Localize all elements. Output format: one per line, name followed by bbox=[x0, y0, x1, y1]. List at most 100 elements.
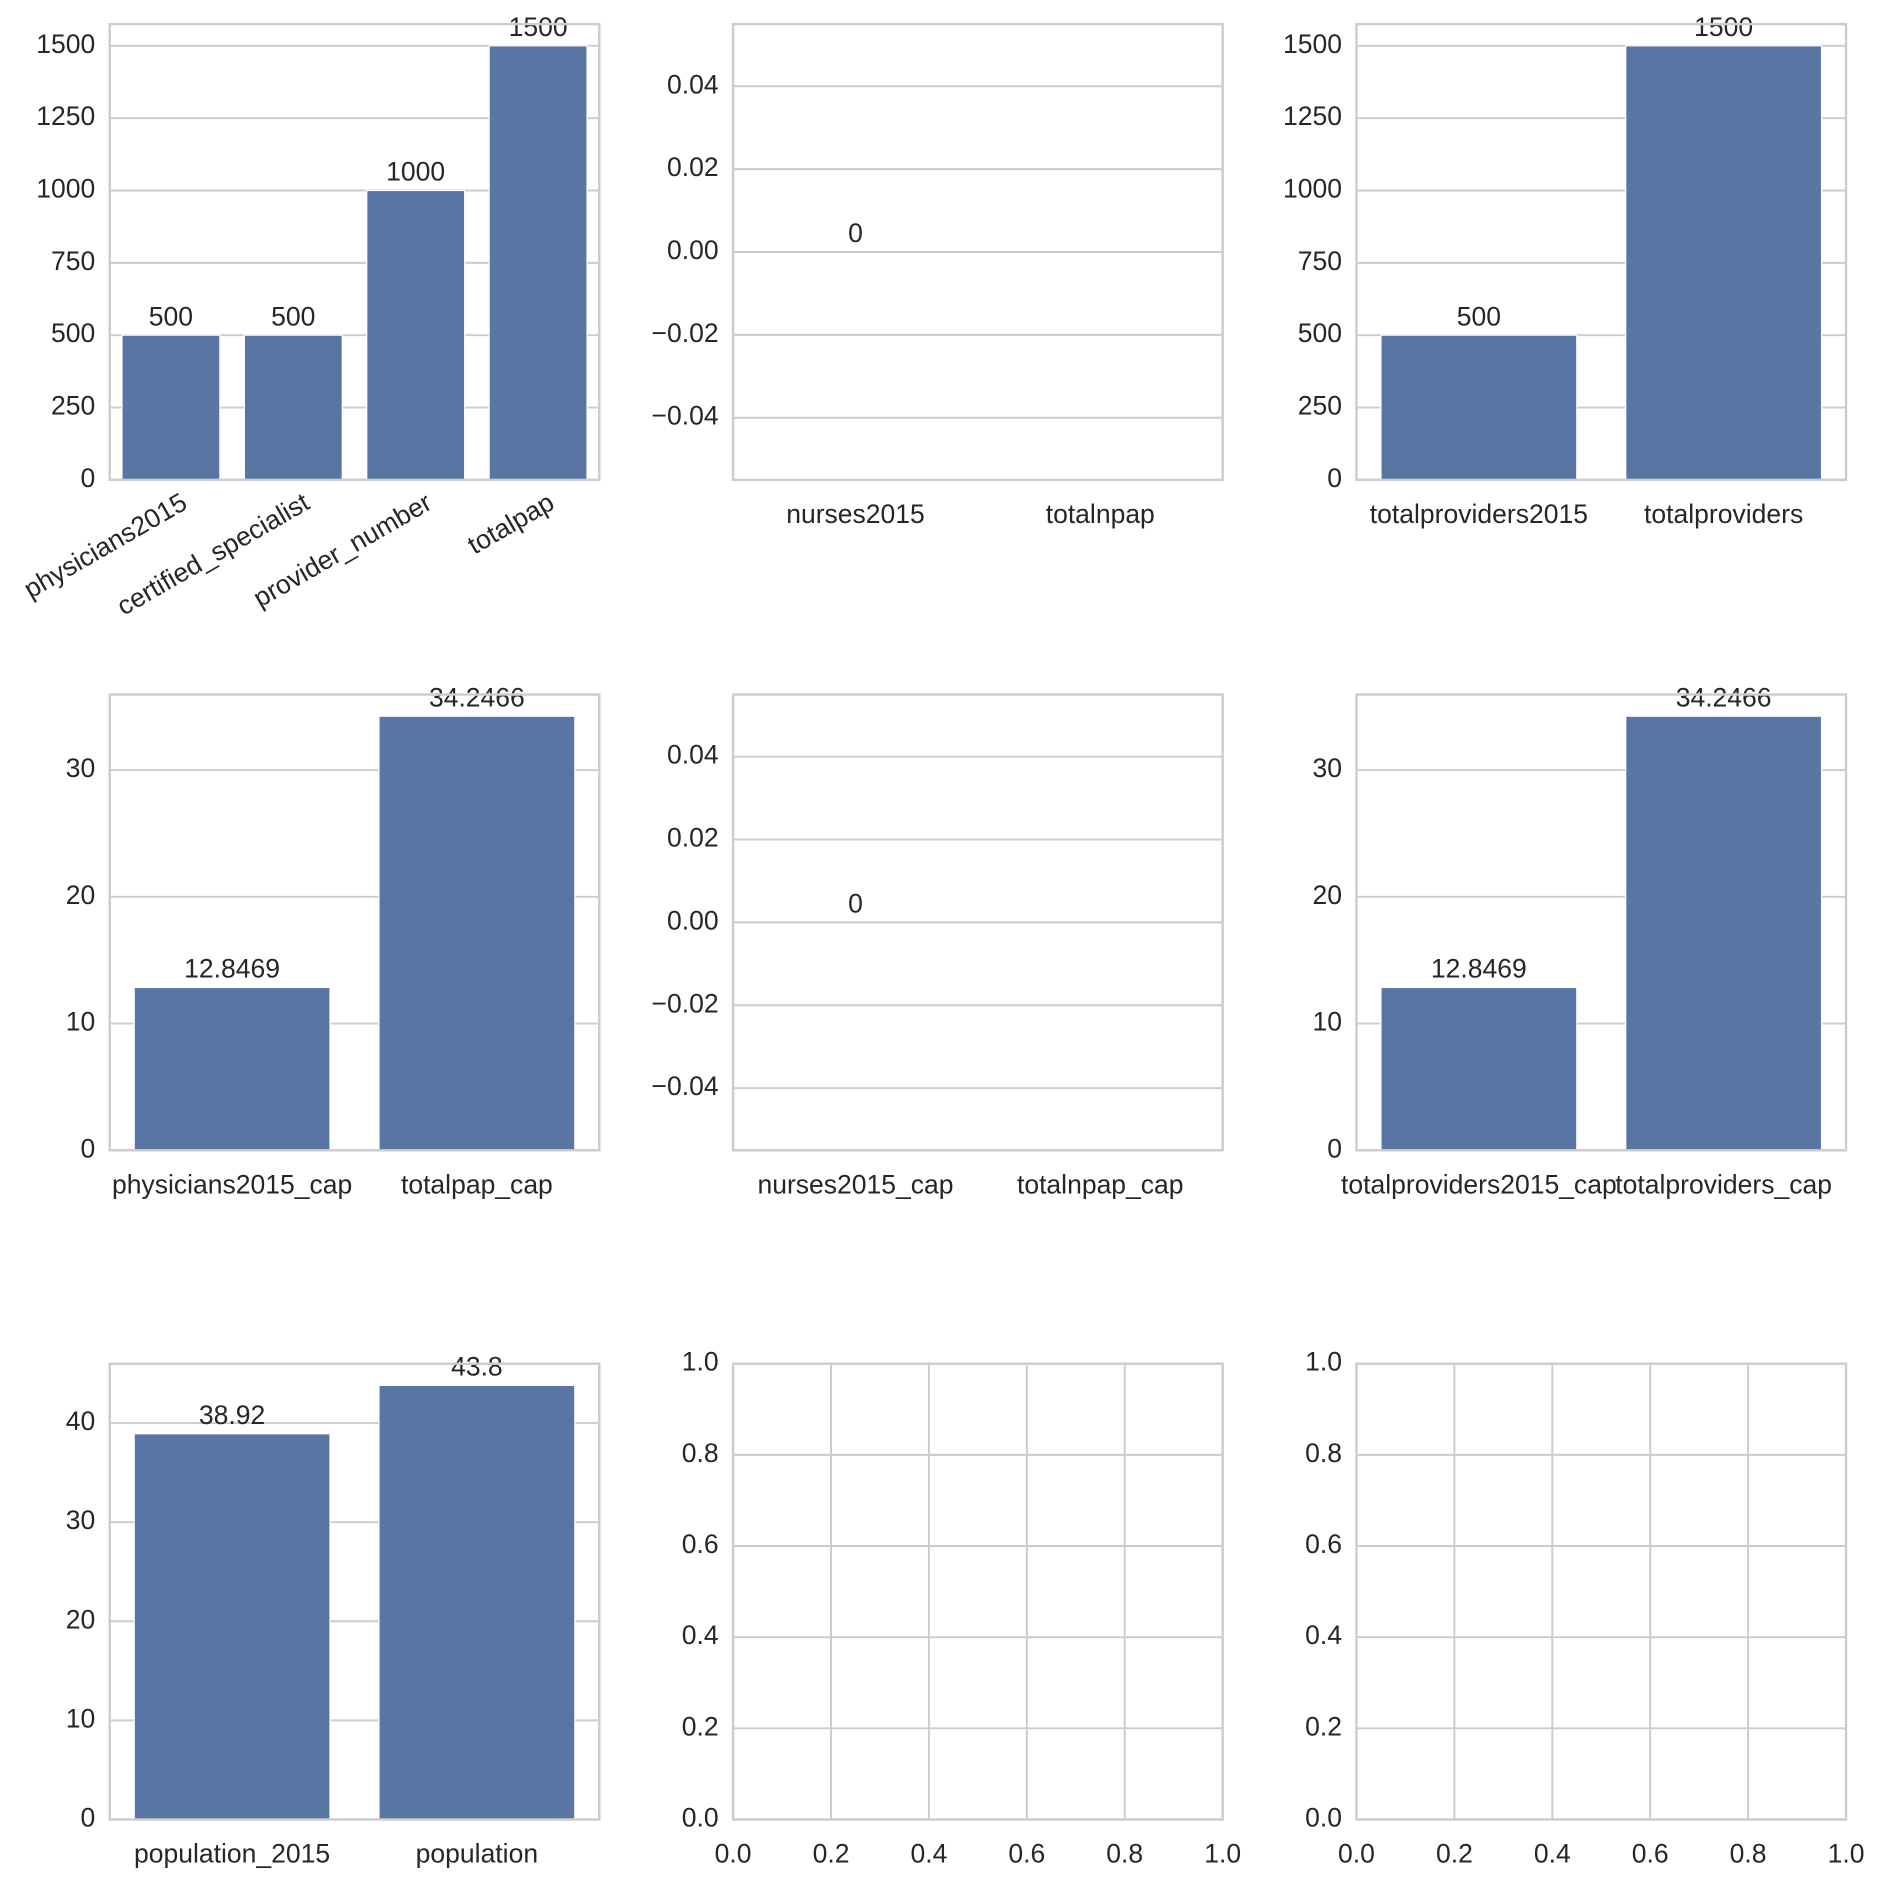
y-tick-label: −0.04 bbox=[652, 1071, 719, 1101]
subplot: 0.0 0.2 0.4 0.6 0.8 1.0 0.0 0.2 0.4 0.6 0.8 1.0 bbox=[682, 1347, 1241, 1869]
y-tick-label: 1500 bbox=[1283, 29, 1342, 59]
subplot: 0.0 0.2 0.4 0.6 0.8 1.0 0.0 0.2 0.4 0.6 0.8 1.0 bbox=[1305, 1347, 1864, 1869]
y-tick-label: 0.0 bbox=[1305, 1802, 1342, 1832]
x-tick-label: totalproviders bbox=[1644, 499, 1803, 529]
bar bbox=[488, 45, 588, 481]
bar bbox=[1380, 986, 1578, 1151]
subplot: −0.04 −0.02 0.00 0.02 0.04 nurses2015_cap 0 tot… bbox=[652, 693, 1224, 1199]
y-tick-label: 0.6 bbox=[682, 1529, 719, 1559]
x-tick-label: 0.0 bbox=[715, 1839, 752, 1869]
x-tick-label: 0.4 bbox=[910, 1839, 947, 1869]
y-tick-label: 1500 bbox=[36, 29, 95, 59]
y-tick-label: 30 bbox=[1313, 753, 1343, 783]
bar bbox=[133, 1433, 331, 1821]
y-tick-label: 30 bbox=[66, 1505, 96, 1535]
y-tick-label: 1000 bbox=[1283, 174, 1342, 204]
y-tick-label: 750 bbox=[51, 246, 95, 276]
y-tick-label: 1.0 bbox=[682, 1347, 719, 1377]
y-tick-label: 0 bbox=[1327, 463, 1342, 493]
y-tick-label: 0.4 bbox=[1305, 1620, 1342, 1650]
bar-value-label: 0 bbox=[848, 218, 863, 248]
y-tick-label: −0.04 bbox=[652, 401, 719, 431]
bar bbox=[378, 715, 576, 1151]
subplot: 0 10 20 30 totalproviders2015_cap 12.8469 tota… bbox=[1313, 682, 1848, 1199]
x-tick-label: totalnpap_cap bbox=[1017, 1169, 1184, 1199]
x-tick-label: totalproviders2015 bbox=[1370, 499, 1588, 529]
bar-value-label: 12.8469 bbox=[184, 954, 280, 984]
axes-frame bbox=[108, 1362, 601, 1821]
y-tick-label: 250 bbox=[1298, 391, 1342, 421]
axes-frame bbox=[731, 1362, 1224, 1821]
y-tick-label: 1250 bbox=[1283, 101, 1342, 131]
y-tick-label: 0.00 bbox=[667, 235, 719, 265]
y-tick-label: 500 bbox=[1298, 318, 1342, 348]
bar-value-label: 1000 bbox=[386, 157, 445, 187]
y-tick-label: 0.8 bbox=[1305, 1438, 1342, 1468]
subplot: 0 10 20 30 40 population_2015 38.92 population 4… bbox=[66, 1352, 601, 1869]
bar-value-label: 500 bbox=[1457, 301, 1501, 331]
x-tick-label: nurses2015_cap bbox=[757, 1169, 953, 1199]
x-tick-label: nurses2015 bbox=[786, 499, 925, 529]
y-tick-label: 20 bbox=[66, 880, 96, 910]
axes-frame bbox=[108, 22, 601, 482]
bar-value-label: 500 bbox=[271, 301, 315, 331]
bar-value-label: 1500 bbox=[1694, 12, 1753, 42]
y-tick-label: 250 bbox=[51, 391, 95, 421]
x-tick-label: 0.6 bbox=[1008, 1839, 1045, 1869]
x-tick-label: totalpap_cap bbox=[401, 1169, 553, 1199]
y-tick-label: 0 bbox=[1327, 1133, 1342, 1163]
y-tick-label: 20 bbox=[1313, 880, 1343, 910]
y-tick-label: 0.8 bbox=[682, 1438, 719, 1468]
y-tick-label: −0.02 bbox=[652, 988, 719, 1018]
bar-value-label: 500 bbox=[149, 301, 193, 331]
y-tick-label: 500 bbox=[51, 318, 95, 348]
y-tick-label: 0.4 bbox=[682, 1620, 719, 1650]
y-tick-label: 10 bbox=[66, 1007, 96, 1037]
x-tick-label: 1.0 bbox=[1828, 1839, 1865, 1869]
subplot: 0250500750100012501500physicians2015500c… bbox=[19, 12, 601, 621]
subplot: −0.04 −0.02 0.00 0.02 0.04 nurses2015 0 totalnp… bbox=[652, 22, 1224, 529]
x-tick-label: 0.2 bbox=[1436, 1839, 1473, 1869]
x-tick-label: 1.0 bbox=[1204, 1839, 1241, 1869]
x-tick-label: 0.2 bbox=[813, 1839, 850, 1869]
x-tick-label: 0.0 bbox=[1338, 1839, 1375, 1869]
bar-value-label: 12.8469 bbox=[1431, 954, 1527, 984]
axes-frame bbox=[1355, 693, 1848, 1152]
bar-value-label: 0 bbox=[848, 889, 863, 919]
bar-value-label: 34.2466 bbox=[429, 682, 525, 712]
y-tick-label: 0.04 bbox=[667, 69, 719, 99]
bar bbox=[366, 189, 466, 481]
bar bbox=[133, 986, 331, 1151]
y-tick-label: −0.02 bbox=[652, 318, 719, 348]
y-tick-label: 1.0 bbox=[1305, 1347, 1342, 1377]
y-tick-label: 750 bbox=[1298, 246, 1342, 276]
y-tick-label: 0.00 bbox=[667, 905, 719, 935]
bar bbox=[378, 1384, 576, 1821]
bar bbox=[243, 334, 343, 481]
y-tick-label: 0.02 bbox=[667, 823, 719, 853]
y-tick-label: 10 bbox=[1313, 1007, 1343, 1037]
subplot: 0 250 500 750 1000 1250 1500 totalproviders2015… bbox=[1283, 12, 1848, 529]
x-tick-label: population bbox=[416, 1839, 538, 1869]
y-tick-label: 0.2 bbox=[682, 1711, 719, 1741]
y-tick-label: 0 bbox=[81, 1133, 96, 1163]
y-tick-label: 1000 bbox=[36, 174, 95, 204]
y-tick-label: 0.2 bbox=[1305, 1711, 1342, 1741]
y-tick-label: 30 bbox=[66, 753, 96, 783]
x-tick-label: totalproviders_cap bbox=[1615, 1169, 1832, 1199]
x-tick-label: population_2015 bbox=[134, 1839, 330, 1869]
bar-value-label: 34.2466 bbox=[1676, 682, 1772, 712]
axes-frame bbox=[1355, 1362, 1848, 1821]
y-tick-label: 0.02 bbox=[667, 152, 719, 182]
x-tick-label: totalnpap bbox=[1046, 499, 1155, 529]
bar-value-label: 43.8 bbox=[451, 1352, 503, 1382]
x-tick-label: totalpap bbox=[462, 487, 559, 560]
y-tick-label: 1250 bbox=[36, 101, 95, 131]
bar-value-label: 38.92 bbox=[199, 1400, 265, 1430]
x-tick-label: totalproviders2015_cap bbox=[1341, 1169, 1617, 1199]
bar bbox=[1625, 45, 1823, 481]
y-tick-label: 20 bbox=[66, 1604, 96, 1634]
y-tick-label: 0 bbox=[81, 1802, 96, 1832]
y-tick-label: 0.04 bbox=[667, 740, 719, 770]
